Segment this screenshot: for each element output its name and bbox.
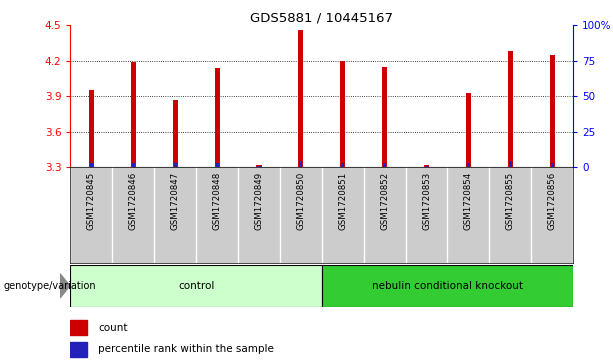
Bar [70, 342, 87, 357]
Text: GSM1720846: GSM1720846 [129, 172, 138, 230]
Bar [466, 93, 471, 167]
Bar [89, 90, 94, 167]
Bar [550, 55, 555, 167]
Bar [70, 265, 322, 307]
Text: GSM1720845: GSM1720845 [87, 172, 96, 230]
Bar [216, 163, 219, 167]
Bar [341, 163, 345, 167]
Text: GSM1720850: GSM1720850 [296, 172, 305, 230]
Text: GSM1720853: GSM1720853 [422, 172, 431, 230]
Bar [299, 30, 303, 167]
Bar [467, 163, 470, 167]
Text: genotype/variation: genotype/variation [3, 281, 96, 291]
Bar [322, 265, 573, 307]
Bar [173, 100, 178, 167]
Bar [425, 166, 428, 167]
Bar [550, 163, 554, 167]
Text: GSM1720849: GSM1720849 [254, 172, 264, 230]
Text: GSM1720847: GSM1720847 [170, 172, 180, 230]
Bar [257, 166, 261, 167]
Bar [383, 163, 386, 167]
Bar [299, 161, 302, 167]
Text: count: count [98, 323, 128, 333]
Text: GSM1720852: GSM1720852 [380, 172, 389, 230]
Bar [424, 165, 429, 167]
Bar [131, 62, 136, 167]
Bar [70, 320, 87, 335]
Bar [256, 165, 262, 167]
Text: GSM1720848: GSM1720848 [213, 172, 222, 230]
Bar [340, 61, 345, 167]
Bar [173, 163, 177, 167]
Bar [90, 163, 93, 167]
Text: GSM1720851: GSM1720851 [338, 172, 348, 230]
Text: GSM1720854: GSM1720854 [464, 172, 473, 230]
Text: GSM1720855: GSM1720855 [506, 172, 515, 230]
Bar [508, 51, 513, 167]
Title: GDS5881 / 10445167: GDS5881 / 10445167 [250, 11, 394, 24]
Polygon shape [60, 274, 70, 298]
Bar [132, 163, 135, 167]
Text: percentile rank within the sample: percentile rank within the sample [98, 344, 274, 354]
Text: control: control [178, 281, 215, 291]
Bar [382, 67, 387, 167]
Text: nebulin conditional knockout: nebulin conditional knockout [372, 281, 523, 291]
Bar [509, 161, 512, 167]
Bar [215, 68, 219, 167]
Text: GSM1720856: GSM1720856 [547, 172, 557, 230]
